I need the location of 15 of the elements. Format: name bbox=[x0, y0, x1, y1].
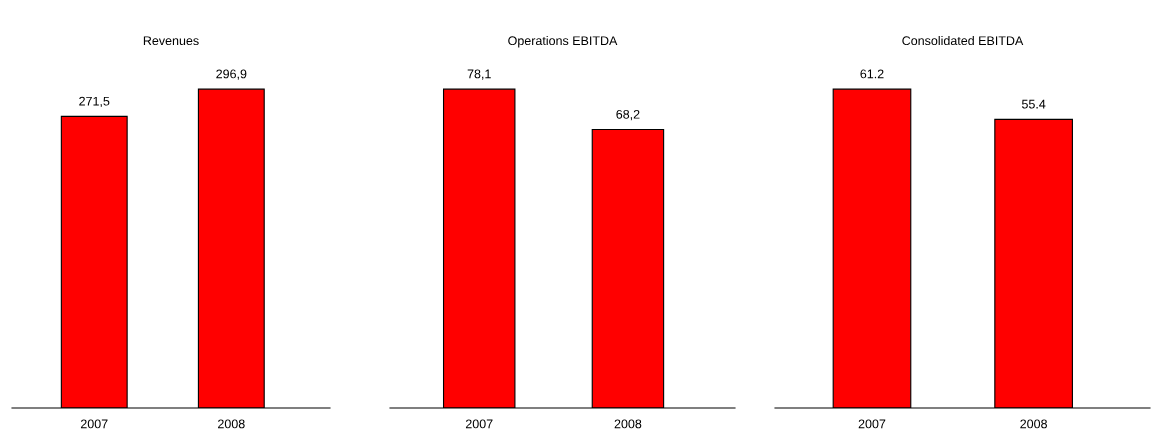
x-tick-label: 2007 bbox=[80, 419, 108, 429]
chart-title: Operations EBITDA bbox=[508, 35, 618, 48]
x-tick-label: 2008 bbox=[614, 419, 642, 429]
x-tick-label: 2007 bbox=[465, 419, 493, 429]
data-label: 296,9 bbox=[216, 69, 247, 80]
x-tick-label: 2008 bbox=[1020, 419, 1047, 429]
x-tick-label: 2008 bbox=[218, 419, 245, 429]
x-tick-label: 2007 bbox=[858, 419, 886, 429]
data-label: 61.2 bbox=[860, 69, 884, 79]
data-label: 271,5 bbox=[79, 96, 110, 108]
chart-title: Consolidated EBITDA bbox=[902, 35, 1024, 46]
data-label: 68,2 bbox=[616, 109, 640, 121]
data-label: 55.4 bbox=[1021, 99, 1046, 109]
data-label: 78,1 bbox=[467, 69, 491, 80]
chart-title: Revenues bbox=[143, 36, 199, 46]
